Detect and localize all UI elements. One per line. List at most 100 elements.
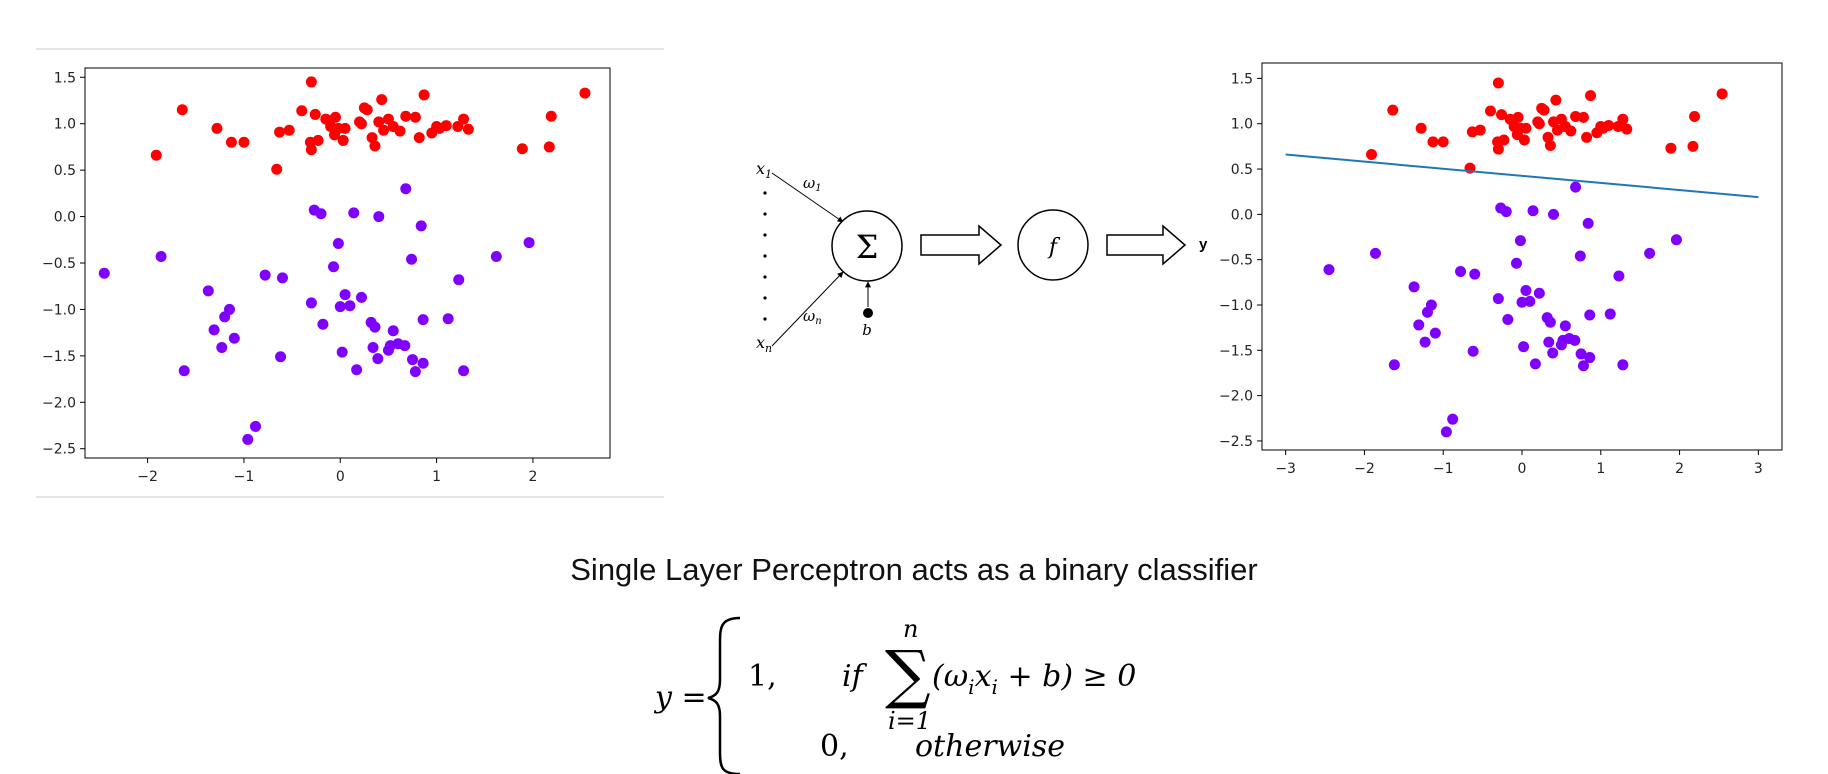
data-point [275, 351, 287, 363]
right-scatter-plot: −3 −2 −1 0 1 2 3 1.5 1.0 0.5 0.0 −0.5 −1.0 −1.5 −2.0 −… [1219, 62, 1783, 477]
activation-node [1017, 209, 1089, 281]
data-point [1570, 181, 1582, 193]
data-point [1366, 149, 1378, 161]
data-point [1617, 113, 1629, 125]
data-point [1543, 336, 1555, 348]
data-point [305, 297, 317, 309]
data-point [1584, 352, 1596, 364]
data-point [1613, 270, 1625, 282]
left-plot-points [98, 76, 591, 445]
data-point [440, 120, 452, 132]
data-point [242, 433, 254, 445]
data-point [250, 420, 262, 432]
data-point [1413, 319, 1425, 331]
data-point [361, 104, 373, 116]
data-point [1447, 413, 1459, 425]
data-point [523, 237, 535, 249]
data-point [1621, 123, 1633, 135]
data-point [453, 274, 465, 286]
formula-sum-symbol: ∑ [885, 638, 931, 712]
data-point [406, 253, 418, 265]
x-tick-label: 1 [432, 469, 441, 485]
sum-to-activation-arrow [920, 224, 1003, 266]
y-tick-label: 1.0 [54, 117, 76, 133]
y-tick-label: −0.5 [1219, 253, 1253, 269]
data-point [1538, 104, 1550, 116]
data-point [1520, 284, 1532, 296]
data-point [238, 136, 250, 148]
data-point [1617, 359, 1629, 371]
data-point [355, 118, 367, 130]
data-point [1492, 293, 1504, 305]
data-point [1529, 358, 1541, 370]
data-point [332, 238, 344, 249]
data-point [1585, 90, 1597, 102]
data-point [202, 285, 214, 297]
formula-case2-condition: otherwise [915, 729, 1065, 764]
data-point [305, 144, 317, 156]
summation-node [831, 210, 903, 282]
data-point [271, 163, 283, 175]
data-point [329, 111, 341, 123]
data-point [407, 354, 419, 366]
data-point [452, 121, 464, 132]
data-point [1440, 426, 1452, 438]
data-point [1369, 247, 1381, 259]
data-point [376, 94, 388, 106]
y-tick-label: −1.0 [1219, 298, 1253, 314]
data-point [1547, 347, 1559, 359]
data-point [334, 301, 346, 313]
formula-case1-value: 1, [748, 659, 777, 694]
left-scatter-plot: −2 −1 0 1 2 1.5 1.0 0.5 0.0 −0.5 −1.0 −1.5 −2.0 −2.5 [42, 67, 611, 485]
data-point [339, 289, 351, 301]
data-point [1514, 235, 1526, 247]
data-point [309, 108, 321, 120]
data-point [211, 122, 223, 134]
data-point [1425, 299, 1437, 311]
data-point [328, 261, 340, 273]
data-point [1496, 109, 1508, 121]
data-point [373, 116, 385, 128]
formula-sum-lower: i=1 [888, 707, 931, 735]
input-x1-label: x1 [756, 159, 772, 181]
x-tick-label: −2 [137, 469, 158, 485]
bias-label: b [862, 321, 872, 339]
data-point [312, 134, 324, 146]
data-point [462, 123, 474, 135]
y-tick-label: −0.5 [42, 256, 76, 272]
data-point [1559, 320, 1571, 332]
data-point [337, 134, 349, 146]
data-point [1484, 105, 1496, 117]
data-point [1574, 250, 1586, 262]
x-tick-label: 0 [336, 469, 345, 485]
data-point [369, 321, 381, 333]
data-point [1584, 309, 1596, 321]
right-plot-x-ticks: −3 −2 −1 0 1 2 3 [1275, 450, 1763, 477]
data-point [305, 76, 317, 88]
data-point [276, 272, 288, 284]
data-point [399, 340, 411, 352]
data-point [545, 110, 557, 122]
summation-symbol: Σ [856, 228, 879, 266]
data-point [1533, 287, 1545, 299]
data-point [1474, 124, 1486, 136]
y-tick-label: −2.0 [1219, 389, 1253, 405]
y-tick-label: 0.5 [54, 163, 76, 179]
data-point [1388, 359, 1400, 371]
y-tick-label: 1.5 [1231, 71, 1253, 87]
data-point [1575, 348, 1587, 360]
data-point [1419, 336, 1431, 348]
data-point [228, 332, 240, 344]
activation-to-output-arrow [1106, 224, 1187, 266]
data-point [1455, 265, 1467, 277]
data-point [259, 269, 271, 281]
data-point [516, 143, 528, 155]
data-point [400, 110, 412, 122]
data-point [1544, 139, 1556, 151]
data-point [178, 365, 190, 377]
y-tick-label: −2.5 [1219, 434, 1253, 450]
data-point [1500, 206, 1512, 218]
data-point [1577, 360, 1589, 372]
data-point [317, 318, 329, 330]
